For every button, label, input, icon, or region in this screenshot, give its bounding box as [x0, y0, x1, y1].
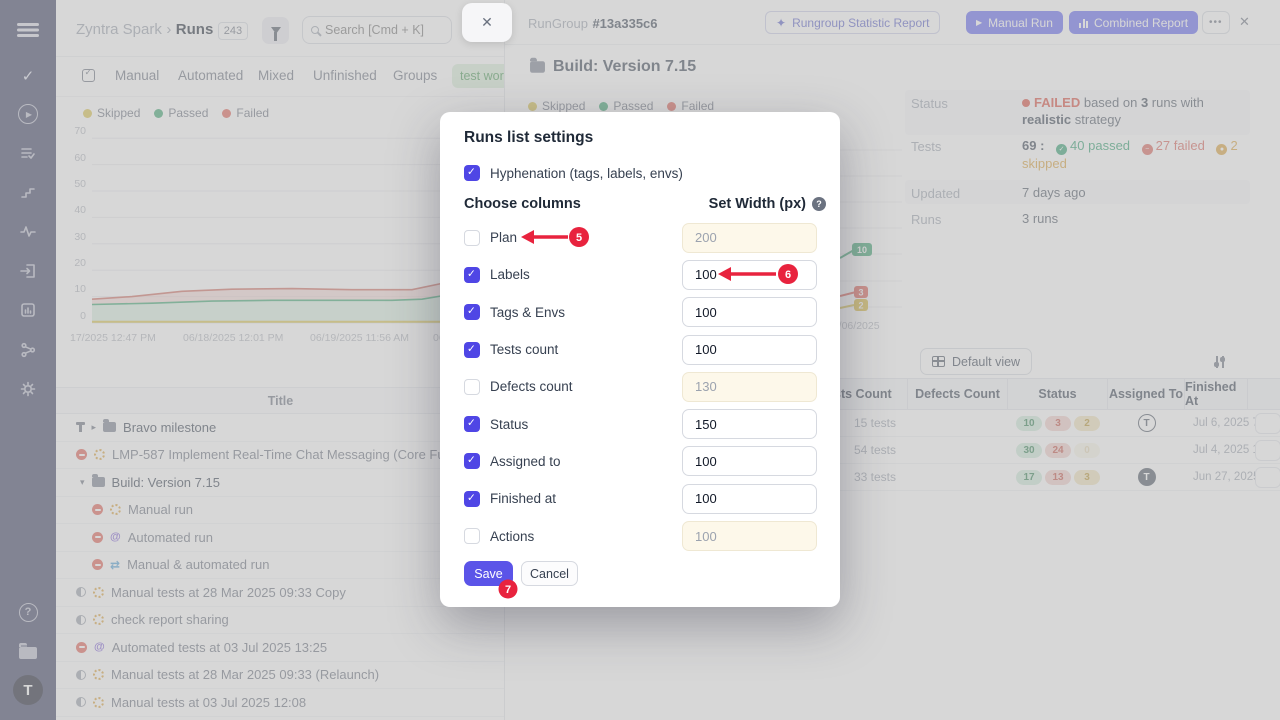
assigned-to-width-input[interactable]	[682, 446, 817, 477]
tests-count-checkbox[interactable]	[464, 341, 480, 358]
status-checkbox[interactable]	[464, 416, 480, 433]
actions-width-input[interactable]	[682, 521, 817, 552]
status-width-input[interactable]	[682, 409, 817, 440]
finished-at-width-input[interactable]	[682, 483, 817, 514]
labels-checkbox[interactable]	[464, 266, 480, 283]
column-row-actions: Actions	[440, 517, 840, 554]
close-icon: ✕	[481, 14, 493, 30]
modal-title: Runs list settings	[464, 129, 594, 146]
finished-at-checkbox[interactable]	[464, 490, 480, 507]
column-row-tags-envs: Tags & Envs	[440, 294, 840, 331]
column-row-assigned-to: Assigned to	[440, 443, 840, 480]
help-tooltip-icon[interactable]: ?	[812, 197, 826, 211]
column-settings-rows: Plan Labels Tags & Envs Tests count Defe	[440, 219, 840, 555]
actions-checkbox[interactable]	[464, 528, 480, 545]
choose-columns-header: Choose columns	[464, 196, 581, 212]
assigned-to-checkbox[interactable]	[464, 453, 480, 470]
tags-envs-width-input[interactable]	[682, 297, 817, 328]
column-row-defects-count: Defects count	[440, 368, 840, 405]
plan-width-input[interactable]	[682, 222, 817, 253]
column-row-tests-count: Tests count	[440, 331, 840, 368]
runs-list-settings-modal: Runs list settings Hyphenation (tags, la…	[440, 112, 840, 607]
set-width-header: Set Width (px) ?	[709, 196, 826, 212]
column-row-status: Status	[440, 405, 840, 442]
column-row-plan: Plan	[440, 219, 840, 256]
tests-count-width-input[interactable]	[682, 334, 817, 365]
hyphenation-checkbox[interactable]	[464, 165, 480, 181]
defects-count-width-input[interactable]	[682, 371, 817, 402]
close-overlay-button[interactable]: ✕	[462, 3, 512, 42]
hyphenation-row[interactable]: Hyphenation (tags, labels, envs)	[464, 165, 683, 181]
column-row-labels: Labels	[440, 256, 840, 293]
hyphenation-label: Hyphenation (tags, labels, envs)	[490, 165, 683, 181]
labels-width-input[interactable]	[682, 259, 817, 290]
save-button[interactable]: Save	[464, 561, 513, 586]
defects-count-checkbox[interactable]	[464, 378, 480, 395]
column-row-finished-at: Finished at	[440, 480, 840, 517]
cancel-button[interactable]: Cancel	[521, 561, 578, 586]
tags-envs-checkbox[interactable]	[464, 304, 480, 321]
plan-checkbox[interactable]	[464, 229, 480, 246]
